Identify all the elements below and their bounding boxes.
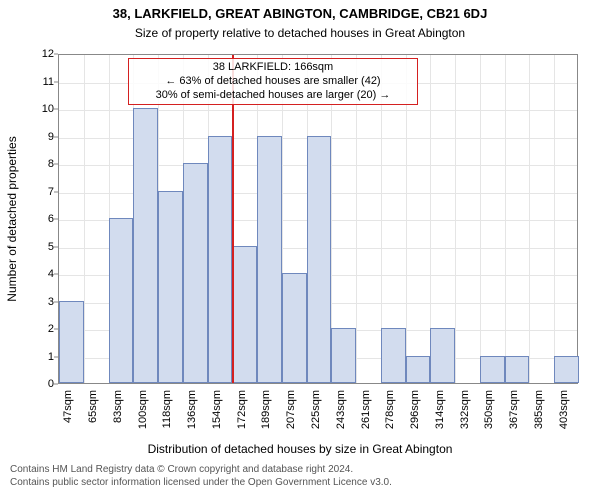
histogram-bar	[381, 328, 406, 383]
y-tick	[54, 246, 58, 247]
x-gridline	[529, 55, 530, 383]
y-tick	[54, 136, 58, 137]
footer-line-1: Contains HM Land Registry data © Crown c…	[10, 464, 392, 477]
y-tick-label: 3	[24, 296, 54, 308]
x-gridline	[84, 55, 85, 383]
histogram-bar	[158, 191, 183, 384]
x-gridline	[455, 55, 456, 383]
y-tick-label: 11	[24, 76, 54, 88]
y-tick-label: 0	[24, 378, 54, 390]
sub-title: Size of property relative to detached ho…	[0, 26, 600, 40]
x-gridline	[505, 55, 506, 383]
y-tick-label: 1	[24, 351, 54, 363]
histogram-bar	[133, 108, 158, 383]
histogram-bar	[505, 356, 530, 384]
y-axis-title: Number of detached properties	[5, 136, 19, 301]
footer-line-2: Contains public sector information licen…	[10, 477, 392, 490]
callout-line-3: 30% of semi-detached houses are larger (…	[135, 89, 411, 103]
y-tick	[54, 329, 58, 330]
histogram-bar	[232, 246, 257, 384]
x-axis-title: Distribution of detached houses by size …	[0, 442, 600, 456]
histogram-bar	[282, 273, 307, 383]
histogram-bar	[183, 163, 208, 383]
histogram-bar	[208, 136, 233, 384]
histogram-bar	[480, 356, 505, 384]
main-title: 38, LARKFIELD, GREAT ABINGTON, CAMBRIDGE…	[0, 6, 600, 21]
histogram-bar	[331, 328, 356, 383]
y-tick-label: 5	[24, 241, 54, 253]
y-tick-label: 6	[24, 213, 54, 225]
histogram-bar	[406, 356, 431, 384]
y-tick-label: 12	[24, 48, 54, 60]
y-tick	[54, 356, 58, 357]
y-tick-label: 2	[24, 323, 54, 335]
y-tick	[54, 274, 58, 275]
histogram-bar	[430, 328, 455, 383]
y-tick-label: 10	[24, 103, 54, 115]
histogram-bar	[109, 218, 134, 383]
y-tick	[54, 384, 58, 385]
x-gridline	[480, 55, 481, 383]
y-tick	[54, 191, 58, 192]
x-gridline	[554, 55, 555, 383]
histogram-bar	[307, 136, 332, 384]
y-tick-label: 8	[24, 158, 54, 170]
histogram-bar	[257, 136, 282, 384]
y-tick-label: 9	[24, 131, 54, 143]
histogram-bar	[554, 356, 579, 384]
footer-attribution: Contains HM Land Registry data © Crown c…	[10, 464, 392, 489]
y-tick	[54, 54, 58, 55]
callout-line-1: 38 LARKFIELD: 166sqm	[135, 61, 411, 75]
y-tick	[54, 164, 58, 165]
y-tick	[54, 81, 58, 82]
y-tick-label: 7	[24, 186, 54, 198]
y-tick	[54, 301, 58, 302]
callout-line-2: ← 63% of detached houses are smaller (42…	[135, 75, 411, 89]
y-tick-label: 4	[24, 268, 54, 280]
y-tick	[54, 109, 58, 110]
callout-box: 38 LARKFIELD: 166sqm ← 63% of detached h…	[128, 58, 418, 105]
y-tick	[54, 219, 58, 220]
histogram-bar	[59, 301, 84, 384]
